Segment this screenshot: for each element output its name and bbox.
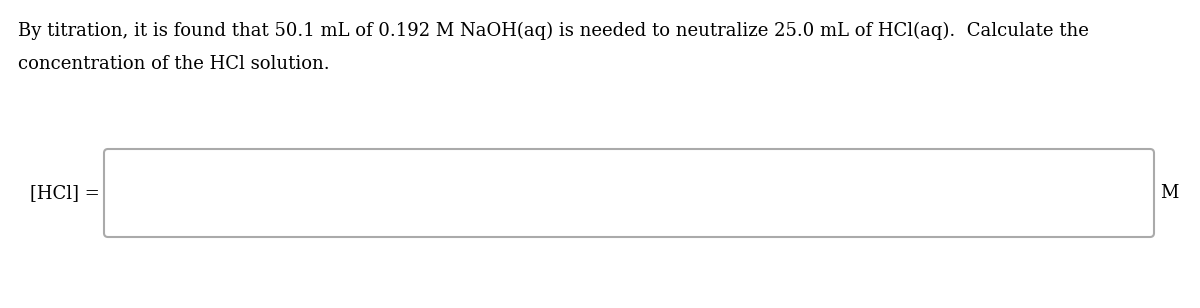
Text: concentration of the HCl solution.: concentration of the HCl solution.: [18, 55, 330, 73]
Text: M: M: [1160, 184, 1178, 202]
Text: By titration, it is found that 50.1 mL of 0.192 M NaOH(aq) is needed to neutrali: By titration, it is found that 50.1 mL o…: [18, 22, 1088, 40]
FancyBboxPatch shape: [104, 149, 1154, 237]
Text: [HCl] =: [HCl] =: [30, 184, 100, 202]
